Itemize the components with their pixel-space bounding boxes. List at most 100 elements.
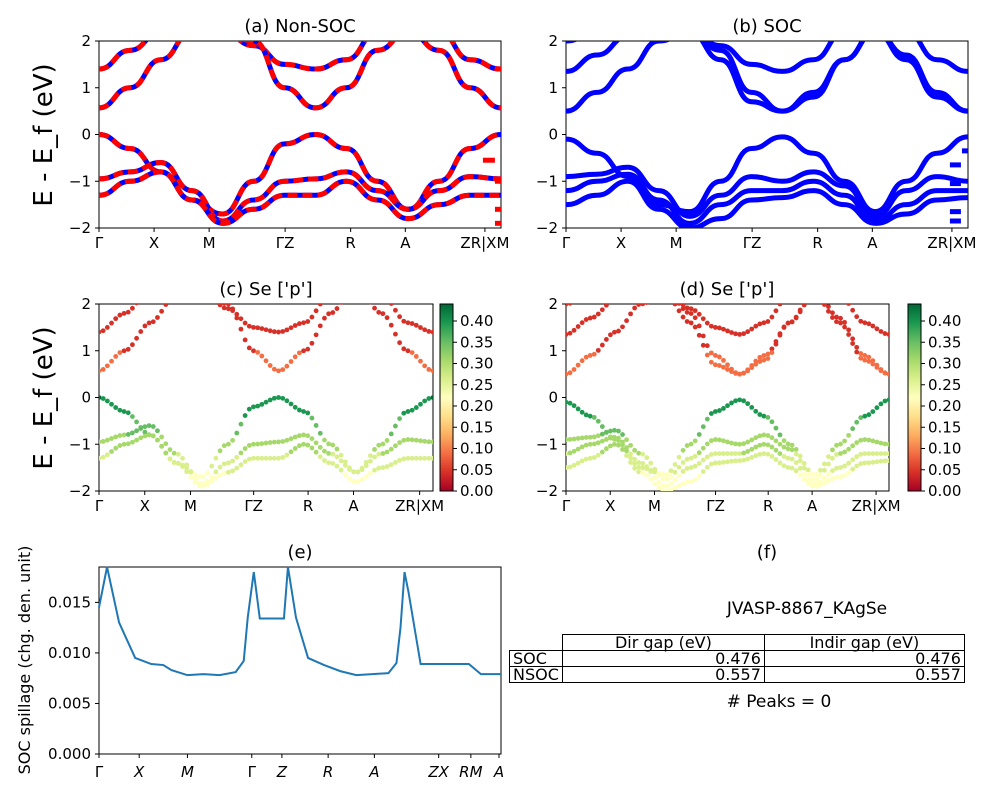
projection-dot (644, 464, 650, 470)
projection-dot (700, 333, 706, 339)
projection-dot (567, 330, 573, 336)
projection-dot (632, 456, 638, 462)
projection-dot (196, 483, 202, 489)
projection-dot (834, 474, 839, 480)
x-tick-label: Γ (562, 497, 571, 515)
projection-dot (725, 328, 730, 334)
projection-dot (773, 425, 779, 431)
projection-dot (138, 329, 144, 334)
projection-dot (401, 456, 407, 462)
x-tick-label: Γ (95, 763, 104, 781)
projection-dot (700, 469, 706, 474)
projection-dot (234, 454, 240, 460)
panel-f-title: (f) (757, 542, 777, 563)
projection-dot (842, 463, 847, 469)
row-label: NSOC (509, 666, 563, 683)
projection-dot (624, 453, 629, 459)
colorbar-tick-label: 0.10 (460, 440, 493, 458)
projection-dot (830, 447, 835, 453)
projection-dot (587, 353, 593, 358)
projection-dot (280, 367, 286, 373)
projection-dot (146, 320, 152, 326)
projection-dot (737, 441, 743, 447)
projection-dot (221, 305, 227, 311)
projection-dot (184, 465, 190, 471)
projection-dot (660, 483, 666, 489)
projection-dot (668, 481, 674, 487)
panel-a-title: (a) Non-SOC (244, 16, 355, 37)
projection-dot (737, 451, 743, 456)
projection-dot (769, 435, 775, 441)
colorbar-tick-label: 0.35 (928, 333, 961, 351)
projection-dot (741, 331, 747, 337)
projection-dot (571, 448, 577, 454)
projection-dot (405, 348, 411, 354)
projection-dot (409, 321, 415, 326)
projection-dot (372, 305, 377, 311)
panel-b-bands (566, 41, 968, 228)
y-tick-label: 0.010 (48, 644, 91, 662)
projection-dot (692, 324, 698, 330)
projection-dot (854, 419, 860, 425)
projection-dot (603, 430, 609, 435)
projection-dot (862, 451, 868, 456)
projection-dot (276, 455, 281, 461)
projection-dot (789, 465, 795, 471)
projection-dot (267, 440, 273, 445)
projection-dot (317, 430, 323, 436)
projection-dot (305, 346, 311, 352)
projection-dot (351, 478, 357, 484)
projection-dot (284, 437, 290, 443)
panel-d-dots (566, 297, 889, 491)
projection-dot (648, 298, 653, 303)
projection-dot (426, 439, 432, 445)
projection-dot (263, 455, 269, 461)
projection-dot (765, 319, 771, 324)
projection-dot (789, 447, 795, 453)
projection-dot (288, 449, 294, 455)
projection-dot (822, 297, 827, 302)
projection-dot (313, 423, 319, 428)
projection-dot (384, 464, 390, 469)
y-tick-label: 0 (81, 126, 91, 144)
projection-dot (688, 479, 694, 484)
projection-dot (830, 310, 835, 316)
panel-e: (e) (98, 542, 502, 755)
projection-dot (708, 411, 714, 416)
projection-dot (125, 309, 131, 315)
projection-dot (125, 410, 131, 416)
projection-dot (789, 456, 795, 462)
projection-dot (334, 454, 340, 460)
projection-dot (292, 434, 298, 440)
projection-dot (826, 471, 831, 477)
projection-dot (785, 455, 791, 461)
projection-dot (263, 440, 269, 446)
projection-dot (696, 311, 702, 317)
projection-dot (822, 304, 827, 307)
projection-dot (579, 409, 585, 415)
projection-dot (192, 476, 198, 482)
gap-table: Dir gap (eV) Indir gap (eV) SOC 0.476 0.… (509, 634, 965, 683)
x-tick-label: A (368, 763, 379, 781)
y-tick-label: 2 (548, 295, 558, 313)
projection-dot (393, 423, 398, 429)
y-tick-label: −1 (536, 435, 558, 453)
projection-dot (757, 359, 763, 364)
projection-dot (313, 449, 319, 455)
x-tick-label: ΓZ (276, 234, 295, 252)
projection-dot (313, 440, 319, 446)
projection-dot (733, 370, 738, 376)
projection-dot (409, 437, 415, 443)
projection-dot (388, 446, 394, 452)
projection-dot (874, 326, 880, 332)
projection-dot (271, 329, 277, 335)
projection-dot (104, 363, 110, 369)
projection-dot (288, 436, 294, 442)
projection-dot (826, 308, 831, 314)
y-tick-label: −2 (536, 219, 558, 237)
projection-dot (692, 477, 698, 483)
projection-dot (822, 475, 827, 481)
projection-dot (753, 453, 759, 459)
projection-dot (620, 439, 625, 445)
projection-dot (826, 478, 831, 484)
